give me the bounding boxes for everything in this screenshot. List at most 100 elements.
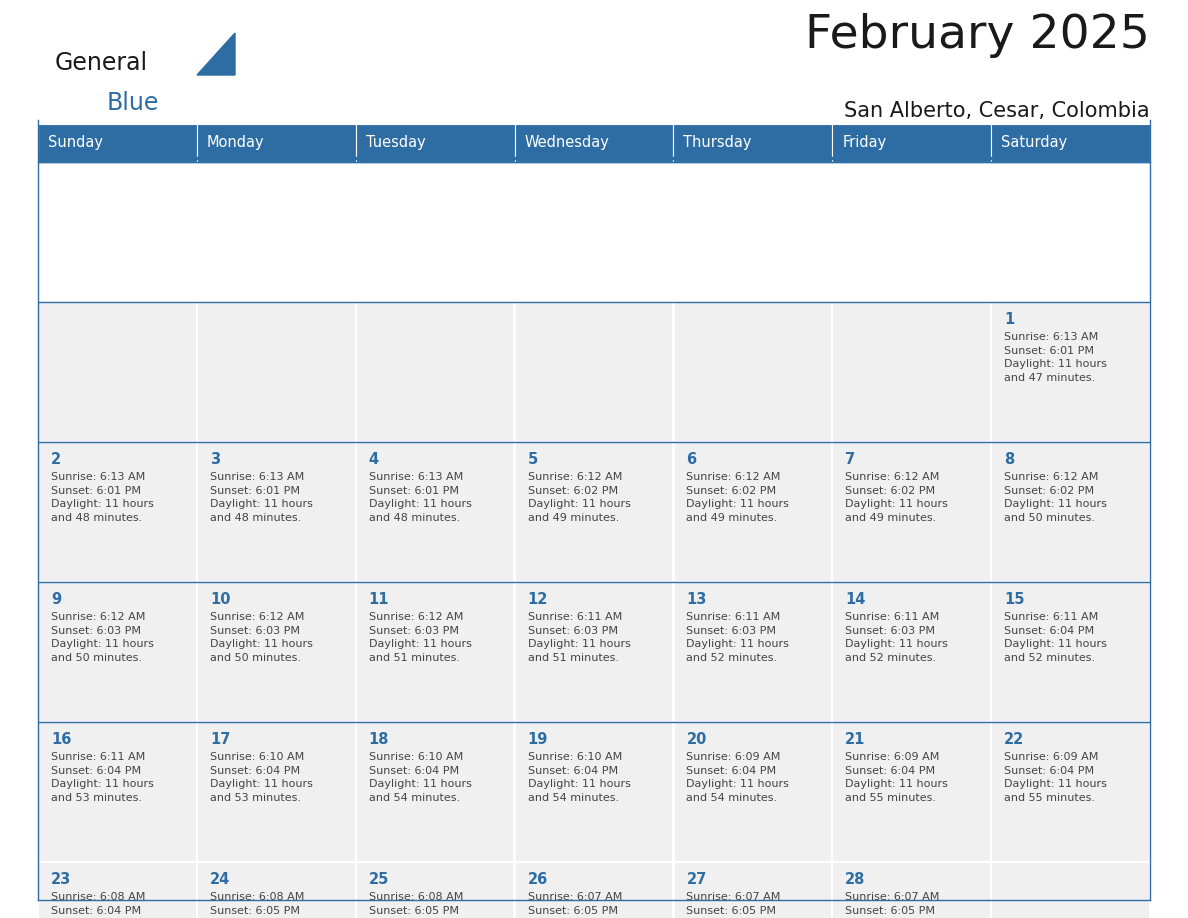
Bar [198, 863, 354, 918]
Text: Saturday: Saturday [1001, 136, 1067, 151]
Text: Sunrise: 6:10 AM
Sunset: 6:04 PM
Daylight: 11 hours
and 53 minutes.: Sunrise: 6:10 AM Sunset: 6:04 PM Dayligh… [210, 752, 312, 803]
Text: Sunrise: 6:07 AM
Sunset: 6:05 PM
Daylight: 11 hours
and 57 minutes.: Sunrise: 6:07 AM Sunset: 6:05 PM Dayligh… [687, 892, 789, 918]
Text: 21: 21 [846, 732, 866, 747]
Text: February 2025: February 2025 [805, 13, 1150, 58]
Text: Sunrise: 6:09 AM
Sunset: 6:04 PM
Daylight: 11 hours
and 54 minutes.: Sunrise: 6:09 AM Sunset: 6:04 PM Dayligh… [687, 752, 789, 803]
Bar [516, 863, 672, 918]
Bar [516, 303, 672, 441]
Text: 2: 2 [51, 452, 61, 467]
Bar [992, 583, 1149, 721]
Text: Sunrise: 6:07 AM
Sunset: 6:05 PM
Daylight: 11 hours
and 57 minutes.: Sunrise: 6:07 AM Sunset: 6:05 PM Dayligh… [527, 892, 631, 918]
Text: 19: 19 [527, 732, 548, 747]
Bar [834, 723, 990, 861]
Bar [356, 583, 513, 721]
Bar [198, 443, 354, 581]
Bar [356, 443, 513, 581]
Text: 26: 26 [527, 872, 548, 887]
Bar [834, 303, 990, 441]
Bar [39, 723, 196, 861]
Text: Sunrise: 6:08 AM
Sunset: 6:05 PM
Daylight: 11 hours
and 56 minutes.: Sunrise: 6:08 AM Sunset: 6:05 PM Dayligh… [210, 892, 312, 918]
Text: Sunrise: 6:08 AM
Sunset: 6:05 PM
Daylight: 11 hours
and 56 minutes.: Sunrise: 6:08 AM Sunset: 6:05 PM Dayligh… [368, 892, 472, 918]
Text: Blue: Blue [107, 91, 159, 115]
Text: 12: 12 [527, 592, 548, 607]
Text: Sunrise: 6:13 AM
Sunset: 6:01 PM
Daylight: 11 hours
and 48 minutes.: Sunrise: 6:13 AM Sunset: 6:01 PM Dayligh… [368, 472, 472, 522]
Text: 25: 25 [368, 872, 390, 887]
Bar [516, 583, 672, 721]
Bar [992, 303, 1149, 441]
Text: 22: 22 [1004, 732, 1024, 747]
Text: 1: 1 [1004, 312, 1015, 327]
Text: Monday: Monday [207, 136, 265, 151]
Bar [356, 723, 513, 861]
Text: 15: 15 [1004, 592, 1024, 607]
Text: 11: 11 [368, 592, 390, 607]
Text: Sunrise: 6:11 AM
Sunset: 6:03 PM
Daylight: 11 hours
and 52 minutes.: Sunrise: 6:11 AM Sunset: 6:03 PM Dayligh… [687, 612, 789, 663]
Text: 10: 10 [210, 592, 230, 607]
Bar [198, 303, 354, 441]
Bar [198, 583, 354, 721]
Bar [834, 863, 990, 918]
Text: Sunrise: 6:12 AM
Sunset: 6:02 PM
Daylight: 11 hours
and 49 minutes.: Sunrise: 6:12 AM Sunset: 6:02 PM Dayligh… [527, 472, 631, 522]
Bar [675, 303, 832, 441]
Text: Sunrise: 6:09 AM
Sunset: 6:04 PM
Daylight: 11 hours
and 55 minutes.: Sunrise: 6:09 AM Sunset: 6:04 PM Dayligh… [1004, 752, 1107, 803]
Text: Sunrise: 6:12 AM
Sunset: 6:03 PM
Daylight: 11 hours
and 50 minutes.: Sunrise: 6:12 AM Sunset: 6:03 PM Dayligh… [210, 612, 312, 663]
Bar [356, 863, 513, 918]
Text: Sunrise: 6:12 AM
Sunset: 6:02 PM
Daylight: 11 hours
and 49 minutes.: Sunrise: 6:12 AM Sunset: 6:02 PM Dayligh… [846, 472, 948, 522]
Bar [514, 124, 674, 162]
Text: Thursday: Thursday [683, 136, 752, 151]
Bar [992, 863, 1149, 918]
Text: Sunrise: 6:13 AM
Sunset: 6:01 PM
Daylight: 11 hours
and 47 minutes.: Sunrise: 6:13 AM Sunset: 6:01 PM Dayligh… [1004, 332, 1107, 383]
Text: Sunday: Sunday [48, 136, 103, 151]
Text: Sunrise: 6:12 AM
Sunset: 6:02 PM
Daylight: 11 hours
and 50 minutes.: Sunrise: 6:12 AM Sunset: 6:02 PM Dayligh… [1004, 472, 1107, 522]
Text: General: General [55, 51, 148, 75]
Bar [38, 124, 197, 162]
Text: Sunrise: 6:12 AM
Sunset: 6:02 PM
Daylight: 11 hours
and 49 minutes.: Sunrise: 6:12 AM Sunset: 6:02 PM Dayligh… [687, 472, 789, 522]
Text: Sunrise: 6:07 AM
Sunset: 6:05 PM
Daylight: 11 hours
and 58 minutes.: Sunrise: 6:07 AM Sunset: 6:05 PM Dayligh… [846, 892, 948, 918]
Bar [516, 443, 672, 581]
Bar [834, 443, 990, 581]
Bar [674, 124, 833, 162]
Bar [356, 303, 513, 441]
Text: Sunrise: 6:09 AM
Sunset: 6:04 PM
Daylight: 11 hours
and 55 minutes.: Sunrise: 6:09 AM Sunset: 6:04 PM Dayligh… [846, 752, 948, 803]
Bar [675, 443, 832, 581]
Text: 18: 18 [368, 732, 390, 747]
Text: 6: 6 [687, 452, 696, 467]
Bar [39, 443, 196, 581]
Text: Tuesday: Tuesday [366, 136, 425, 151]
Text: 28: 28 [846, 872, 866, 887]
Text: 4: 4 [368, 452, 379, 467]
Text: 5: 5 [527, 452, 538, 467]
Text: Sunrise: 6:11 AM
Sunset: 6:03 PM
Daylight: 11 hours
and 51 minutes.: Sunrise: 6:11 AM Sunset: 6:03 PM Dayligh… [527, 612, 631, 663]
Bar [197, 124, 355, 162]
Bar [992, 723, 1149, 861]
Text: 16: 16 [51, 732, 71, 747]
Text: 20: 20 [687, 732, 707, 747]
Polygon shape [197, 33, 235, 75]
Text: Wednesday: Wednesday [525, 136, 609, 151]
Text: Sunrise: 6:13 AM
Sunset: 6:01 PM
Daylight: 11 hours
and 48 minutes.: Sunrise: 6:13 AM Sunset: 6:01 PM Dayligh… [51, 472, 154, 522]
Text: Sunrise: 6:10 AM
Sunset: 6:04 PM
Daylight: 11 hours
and 54 minutes.: Sunrise: 6:10 AM Sunset: 6:04 PM Dayligh… [368, 752, 472, 803]
Bar [39, 303, 196, 441]
Text: Sunrise: 6:11 AM
Sunset: 6:03 PM
Daylight: 11 hours
and 52 minutes.: Sunrise: 6:11 AM Sunset: 6:03 PM Dayligh… [846, 612, 948, 663]
Text: Friday: Friday [842, 136, 886, 151]
Bar [675, 863, 832, 918]
Text: San Alberto, Cesar, Colombia: San Alberto, Cesar, Colombia [845, 101, 1150, 121]
Text: Sunrise: 6:11 AM
Sunset: 6:04 PM
Daylight: 11 hours
and 53 minutes.: Sunrise: 6:11 AM Sunset: 6:04 PM Dayligh… [51, 752, 154, 803]
Text: 8: 8 [1004, 452, 1015, 467]
Bar [39, 863, 196, 918]
Text: Sunrise: 6:10 AM
Sunset: 6:04 PM
Daylight: 11 hours
and 54 minutes.: Sunrise: 6:10 AM Sunset: 6:04 PM Dayligh… [527, 752, 631, 803]
Text: Sunrise: 6:13 AM
Sunset: 6:01 PM
Daylight: 11 hours
and 48 minutes.: Sunrise: 6:13 AM Sunset: 6:01 PM Dayligh… [210, 472, 312, 522]
Text: 23: 23 [51, 872, 71, 887]
Text: 24: 24 [210, 872, 230, 887]
Text: 3: 3 [210, 452, 220, 467]
Text: Sunrise: 6:12 AM
Sunset: 6:03 PM
Daylight: 11 hours
and 51 minutes.: Sunrise: 6:12 AM Sunset: 6:03 PM Dayligh… [368, 612, 472, 663]
Bar [833, 124, 991, 162]
Text: 7: 7 [846, 452, 855, 467]
Text: 14: 14 [846, 592, 866, 607]
Bar [992, 443, 1149, 581]
Bar [198, 723, 354, 861]
Bar [516, 723, 672, 861]
Text: 17: 17 [210, 732, 230, 747]
Bar [991, 124, 1150, 162]
Text: Sunrise: 6:08 AM
Sunset: 6:04 PM
Daylight: 11 hours
and 56 minutes.: Sunrise: 6:08 AM Sunset: 6:04 PM Dayligh… [51, 892, 154, 918]
